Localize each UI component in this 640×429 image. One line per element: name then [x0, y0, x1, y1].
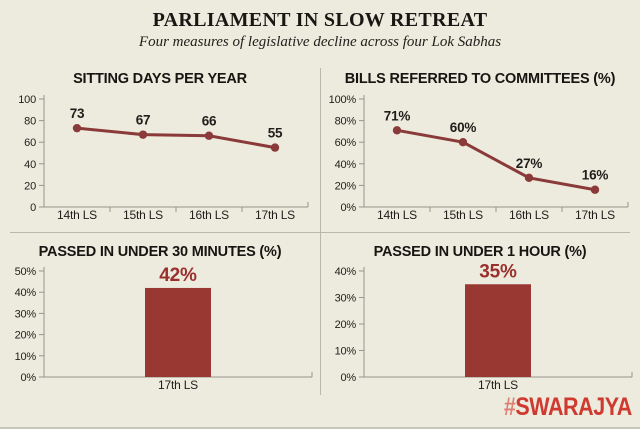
- svg-text:10%: 10%: [15, 351, 37, 363]
- svg-text:60: 60: [24, 137, 36, 149]
- swarajya-name: SWARAJYA: [515, 393, 633, 421]
- page-title: PARLIAMENT IN SLOW RETREAT: [152, 9, 488, 31]
- passed-30-minutes-bar-chart: 0% 10% 20% 30% 40% 50% 17th LS 42%: [15, 265, 313, 392]
- svg-text:20%: 20%: [335, 319, 357, 331]
- panel-bills-referred: BILLS REFERRED TO COMMITTEES (%) 0% 20% 40…: [320, 60, 640, 232]
- svg-text:16%: 16%: [582, 168, 609, 183]
- svg-text:30%: 30%: [15, 308, 37, 320]
- vertical-divider: [320, 68, 321, 395]
- svg-text:0%: 0%: [21, 372, 37, 384]
- svg-text:17th LS: 17th LS: [478, 378, 518, 392]
- panel-passed-1-hour: PASSED IN UNDER 1 HOUR (%) 0% 10% 20% 30% 40…: [320, 232, 640, 429]
- header: PARLIAMENT IN SLOW RETREAT Four measures…: [0, 0, 640, 60]
- swarajya-logo: #SWARAJYA: [504, 393, 632, 422]
- svg-text:40: 40: [24, 159, 36, 171]
- svg-text:20%: 20%: [15, 330, 37, 342]
- svg-text:0%: 0%: [341, 372, 357, 384]
- svg-text:0%: 0%: [341, 202, 357, 214]
- svg-text:71%: 71%: [384, 108, 411, 123]
- svg-text:55: 55: [268, 126, 283, 141]
- panel-title-sitting-days: SITTING DAYS PER YEAR: [73, 71, 247, 87]
- svg-text:20: 20: [24, 180, 36, 192]
- bills-referred-line-chart: 0% 20% 40% 60% 80% 100% 14th LS 15th LS 16th LS 1…: [329, 94, 629, 222]
- svg-text:16th LS: 16th LS: [189, 208, 229, 222]
- bottom-edge: [0, 427, 640, 429]
- svg-text:40%: 40%: [335, 266, 357, 278]
- sitting-days-line-chart: 0 20 40 60 80 100 14th LS 15th LS 16th LS 17th LS…: [18, 94, 309, 222]
- horizontal-divider: [10, 232, 630, 233]
- svg-text:42%: 42%: [159, 265, 197, 286]
- svg-text:14th LS: 14th LS: [377, 208, 417, 222]
- svg-text:100: 100: [18, 94, 36, 106]
- chart-grid: SITTING DAYS PER YEAR 0 20 40 60 80 100 14th L…: [0, 60, 640, 429]
- svg-text:80: 80: [24, 116, 36, 128]
- svg-text:0: 0: [30, 202, 36, 214]
- panel-passed-30-minutes: PASSED IN UNDER 30 MINUTES (%) 0% 10% 20% 3…: [0, 232, 320, 429]
- page-subtitle: Four measures of legislative decline acr…: [138, 34, 502, 50]
- svg-text:66: 66: [202, 114, 217, 129]
- svg-text:17th LS: 17th LS: [255, 208, 295, 222]
- svg-text:67: 67: [136, 113, 151, 128]
- svg-text:60%: 60%: [335, 137, 357, 149]
- svg-text:100%: 100%: [329, 94, 357, 106]
- svg-text:14th LS: 14th LS: [57, 208, 97, 222]
- svg-text:17th LS: 17th LS: [575, 208, 615, 222]
- svg-text:15th LS: 15th LS: [123, 208, 163, 222]
- panel-title-passed-1-hour: PASSED IN UNDER 1 HOUR (%): [373, 244, 587, 260]
- svg-text:73: 73: [70, 106, 85, 121]
- svg-text:10%: 10%: [335, 346, 357, 358]
- svg-text:27%: 27%: [516, 156, 543, 171]
- svg-text:35%: 35%: [479, 261, 517, 282]
- svg-text:20%: 20%: [335, 180, 357, 192]
- svg-text:50%: 50%: [15, 266, 37, 278]
- svg-text:15th LS: 15th LS: [443, 208, 483, 222]
- svg-text:80%: 80%: [335, 116, 357, 128]
- svg-text:40%: 40%: [335, 159, 357, 171]
- svg-text:16th LS: 16th LS: [509, 208, 549, 222]
- panel-title-passed-30-minutes: PASSED IN UNDER 30 MINUTES (%): [38, 244, 282, 260]
- svg-text:40%: 40%: [15, 287, 37, 299]
- swarajya-hash: #: [504, 393, 516, 421]
- svg-text:17th LS: 17th LS: [158, 378, 198, 392]
- passed-1-hour-bar-chart: 0% 10% 20% 30% 40% 17th LS 35%: [335, 261, 633, 392]
- svg-text:60%: 60%: [450, 120, 477, 135]
- panel-sitting-days: SITTING DAYS PER YEAR 0 20 40 60 80 100 14th L…: [0, 60, 320, 232]
- svg-text:30%: 30%: [335, 293, 357, 305]
- panel-title-bills-referred: BILLS REFERRED TO COMMITTEES (%): [344, 71, 616, 87]
